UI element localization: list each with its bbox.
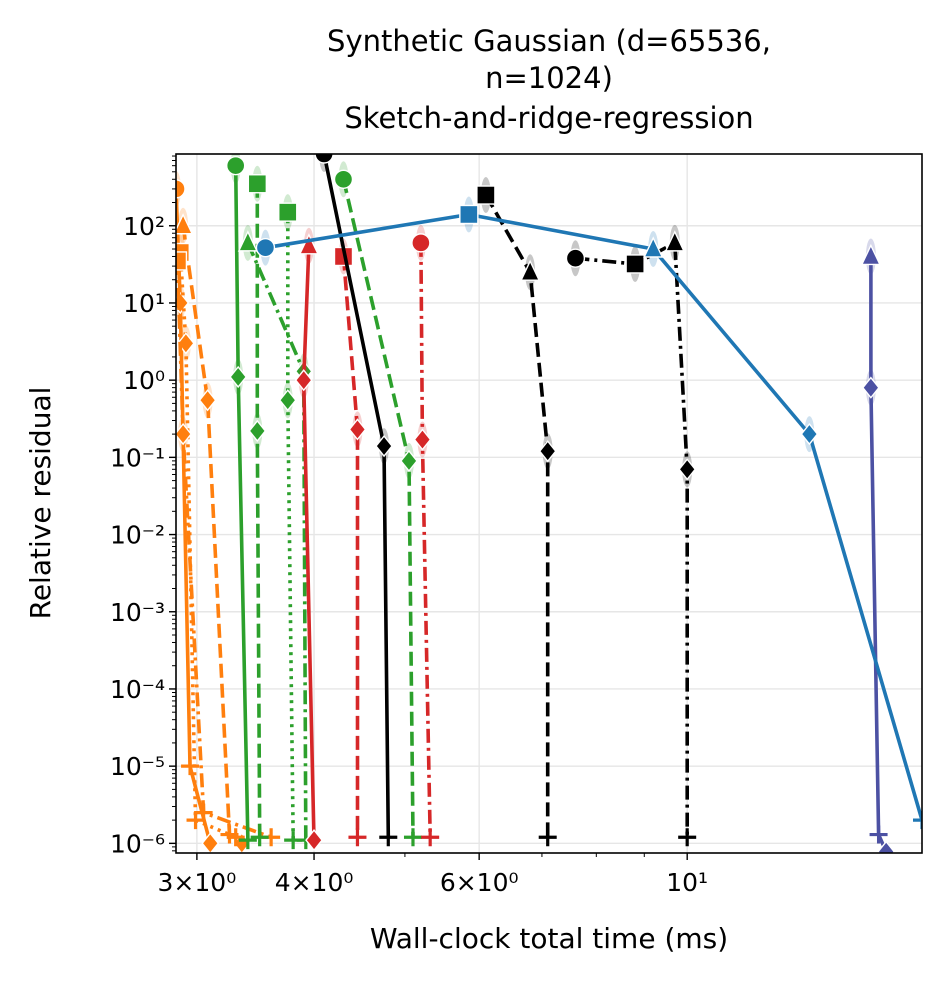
plus-marker bbox=[379, 828, 398, 847]
y-tick-label: 10⁻⁴ bbox=[110, 675, 165, 704]
plus-marker bbox=[403, 828, 422, 847]
circle-marker bbox=[333, 169, 354, 189]
y-axis-label: Relative residual bbox=[24, 387, 57, 620]
circle-marker bbox=[255, 237, 276, 258]
diamond-marker bbox=[348, 418, 367, 441]
y-tick-label: 10¹ bbox=[123, 289, 165, 318]
series-13 bbox=[476, 177, 557, 847]
square-marker bbox=[476, 185, 496, 205]
series-line bbox=[178, 252, 237, 839]
x-axis-label: Wall-clock total time (ms) bbox=[370, 922, 728, 955]
plus-marker bbox=[194, 803, 213, 822]
triangle-marker bbox=[520, 259, 541, 281]
series-12 bbox=[314, 154, 398, 847]
diamond-marker bbox=[800, 422, 819, 446]
circle-marker bbox=[226, 155, 246, 176]
plus-marker bbox=[538, 828, 557, 847]
y-tick-label: 10⁻¹ bbox=[110, 443, 165, 472]
diamond-marker bbox=[248, 419, 267, 443]
diamond-marker bbox=[198, 389, 217, 412]
square-marker bbox=[176, 251, 188, 271]
diamond-marker bbox=[400, 449, 418, 473]
x-tick-label: 4×10⁰ bbox=[275, 868, 354, 897]
diamond-marker bbox=[201, 832, 220, 853]
diamond-marker bbox=[229, 365, 248, 389]
x-tick-label: 6×10⁰ bbox=[440, 868, 519, 897]
square-marker bbox=[247, 174, 268, 194]
diamond-marker bbox=[678, 458, 697, 481]
series-line bbox=[176, 260, 272, 839]
plus-marker bbox=[869, 825, 888, 844]
plus-marker bbox=[238, 831, 257, 850]
diamond-marker bbox=[413, 428, 432, 451]
triangle-marker bbox=[298, 233, 320, 255]
y-tick-label: 10² bbox=[123, 212, 165, 241]
y-ticks: 10⁻⁶ 10⁻⁵ 10⁻⁴ 10⁻³ 10⁻² 10⁻¹ 10⁰ 10¹ 10² bbox=[110, 155, 176, 858]
series-5 bbox=[247, 165, 269, 847]
series-8 bbox=[333, 161, 422, 847]
diamond-marker bbox=[538, 440, 557, 463]
diamond-marker bbox=[861, 376, 880, 399]
x-tick-label: 10¹ bbox=[666, 868, 708, 897]
y-tick-label: 10⁻³ bbox=[110, 598, 165, 627]
plus-marker bbox=[421, 828, 440, 847]
triangle-marker bbox=[664, 230, 685, 252]
series-3 bbox=[176, 242, 281, 847]
series-line bbox=[181, 225, 243, 845]
series-layer bbox=[176, 154, 922, 853]
series-11 bbox=[411, 224, 440, 847]
plus-marker bbox=[226, 828, 245, 847]
x-ticks: 3×10⁰ 4×10⁰ 6×10⁰ 10¹ bbox=[158, 853, 708, 897]
chart-title-line-2: n=1024) bbox=[485, 61, 613, 95]
series-line bbox=[484, 194, 550, 838]
diamond-marker bbox=[305, 829, 323, 852]
diamond-marker bbox=[877, 840, 896, 853]
series-1 bbox=[176, 207, 251, 853]
series-9 bbox=[294, 227, 323, 852]
diamond-marker bbox=[176, 422, 192, 446]
triangle-marker bbox=[176, 213, 194, 235]
triangle-marker bbox=[860, 243, 881, 266]
diamond-marker bbox=[375, 434, 393, 458]
plus-marker bbox=[913, 811, 922, 830]
plus-marker bbox=[250, 828, 269, 847]
y-tick-label: 10⁻⁵ bbox=[110, 752, 165, 781]
plot-frame bbox=[175, 153, 923, 854]
chart-title-line-1: Synthetic Gaussian (d=65536, bbox=[327, 24, 771, 58]
y-tick-label: 10⁻² bbox=[110, 521, 165, 550]
square-marker bbox=[459, 204, 479, 225]
circle-marker bbox=[314, 154, 334, 164]
plus-marker bbox=[348, 828, 367, 847]
x-tick-label: 3×10⁰ bbox=[158, 868, 237, 897]
diamond-marker bbox=[278, 389, 297, 412]
circle-marker bbox=[176, 179, 186, 199]
y-tick-label: 10⁰ bbox=[123, 366, 165, 395]
series-line bbox=[869, 256, 888, 853]
circle-marker bbox=[411, 233, 431, 253]
series-15 bbox=[860, 238, 896, 853]
chart-title-line-3: Sketch-and-ridge-regression bbox=[344, 101, 753, 135]
plus-marker bbox=[678, 828, 697, 847]
circle-marker bbox=[565, 248, 586, 268]
series-line bbox=[575, 241, 689, 838]
triangle-marker bbox=[237, 230, 258, 252]
triangle-marker bbox=[643, 236, 664, 258]
square-marker bbox=[625, 254, 645, 274]
series-14 bbox=[565, 224, 697, 847]
square-marker bbox=[278, 202, 298, 222]
series-6 bbox=[278, 194, 303, 850]
series-line bbox=[286, 212, 295, 841]
series-4 bbox=[226, 154, 257, 850]
series-16 bbox=[255, 196, 922, 830]
diamond-marker bbox=[294, 369, 313, 392]
y-tick-label: 10⁻⁶ bbox=[110, 829, 165, 858]
